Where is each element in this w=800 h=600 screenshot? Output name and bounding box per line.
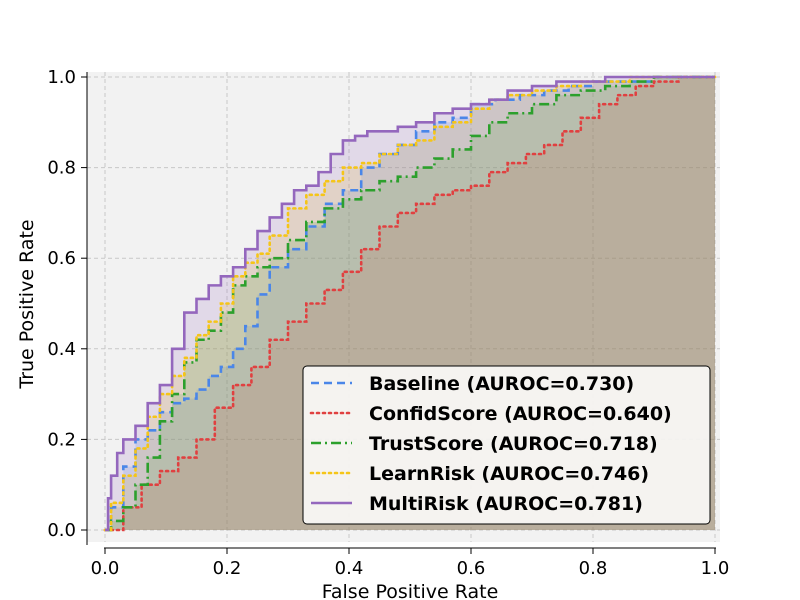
y-axis-label: True Positive Rate [16, 219, 38, 389]
legend-label-3: LearnRisk (AUROC=0.746) [369, 463, 649, 485]
legend-box [302, 365, 711, 525]
x-tick-label-5: 1.0 [701, 558, 730, 579]
series-line-1 [103, 75, 717, 532]
y-ticks: 0.0 0.2 0.4 0.6 0.8 1.0 [47, 67, 87, 541]
legend-label-0: Baseline (AUROC=0.730) [369, 373, 634, 395]
x-ticks: 0.0 0.2 0.4 0.6 0.8 1.0 [91, 548, 730, 579]
legend-items: Baseline (AUROC=0.730) ConfidScore (AUROC… [309, 373, 672, 515]
series-line-3 [103, 75, 717, 532]
y-tick-label-4: 0.8 [47, 158, 76, 179]
x-tick-label-0: 0.0 [91, 558, 120, 579]
legend-label-1: ConfidScore (AUROC=0.640) [369, 403, 672, 425]
series-line-4 [105, 75, 715, 532]
y-tick-label-0: 0.0 [47, 520, 76, 541]
series-line-2 [105, 75, 715, 532]
y-tick-label-3: 0.6 [47, 248, 76, 269]
y-tick-label-5: 1.0 [47, 67, 76, 88]
series-lines [103, 75, 717, 532]
x-axis-label: False Positive Rate [322, 581, 499, 600]
x-tick-label-1: 0.2 [213, 558, 242, 579]
y-tick-label-2: 0.4 [47, 339, 76, 360]
legend-label-4: MultiRisk (AUROC=0.781) [369, 493, 643, 515]
x-tick-label-3: 0.6 [457, 558, 486, 579]
y-tick-label-1: 0.2 [47, 429, 76, 450]
legend-label-2: TrustScore (AUROC=0.718) [369, 433, 658, 455]
x-tick-label-4: 0.8 [579, 558, 608, 579]
series-line-0 [105, 75, 715, 532]
legend: Baseline (AUROC=0.730) ConfidScore (AUROC… [302, 365, 711, 525]
x-tick-label-2: 0.4 [335, 558, 364, 579]
